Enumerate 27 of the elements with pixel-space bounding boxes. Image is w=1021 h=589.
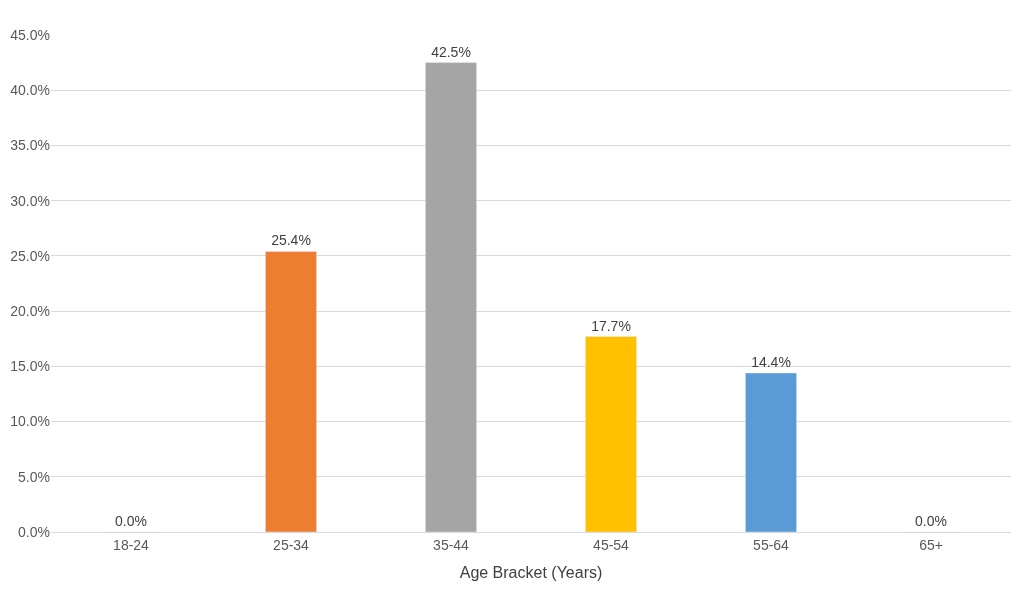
y-tick-label: 25.0% — [10, 247, 50, 264]
data-label: 42.5% — [431, 43, 471, 60]
bar — [265, 251, 317, 532]
x-tick-label: 18-24 — [113, 536, 150, 553]
bar — [585, 336, 637, 532]
bar — [425, 62, 477, 532]
y-tick-label: 35.0% — [10, 137, 50, 154]
y-tick-label: 45.0% — [10, 26, 50, 43]
x-tick-label: 25-34 — [273, 536, 310, 553]
y-tick-label: 30.0% — [10, 192, 50, 209]
x-tick-label: 35-44 — [433, 536, 470, 553]
y-tick-label: 20.0% — [10, 303, 50, 320]
y-tick-label: 5.0% — [18, 468, 50, 485]
data-label: 25.4% — [271, 232, 311, 249]
y-tick-label: 15.0% — [10, 358, 50, 375]
x-tick-label: 55-64 — [753, 536, 790, 553]
data-label: 0.0% — [115, 513, 147, 529]
y-tick-label: 10.0% — [10, 413, 50, 430]
data-label: 14.4% — [751, 353, 791, 370]
data-label: 0.0% — [915, 513, 947, 529]
data-label: 17.7% — [591, 317, 631, 334]
y-tick-label: 40.0% — [10, 82, 50, 99]
x-tick-label: 65+ — [919, 536, 943, 553]
x-tick-label: 45-54 — [593, 536, 630, 553]
bar — [745, 372, 797, 532]
y-tick-label: 0.0% — [18, 523, 50, 540]
x-axis-title: Age Bracket (Years) — [459, 564, 603, 582]
